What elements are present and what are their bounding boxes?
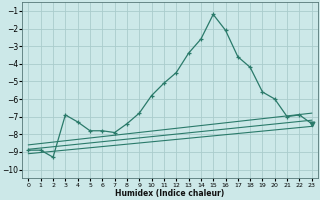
X-axis label: Humidex (Indice chaleur): Humidex (Indice chaleur) xyxy=(116,189,225,198)
